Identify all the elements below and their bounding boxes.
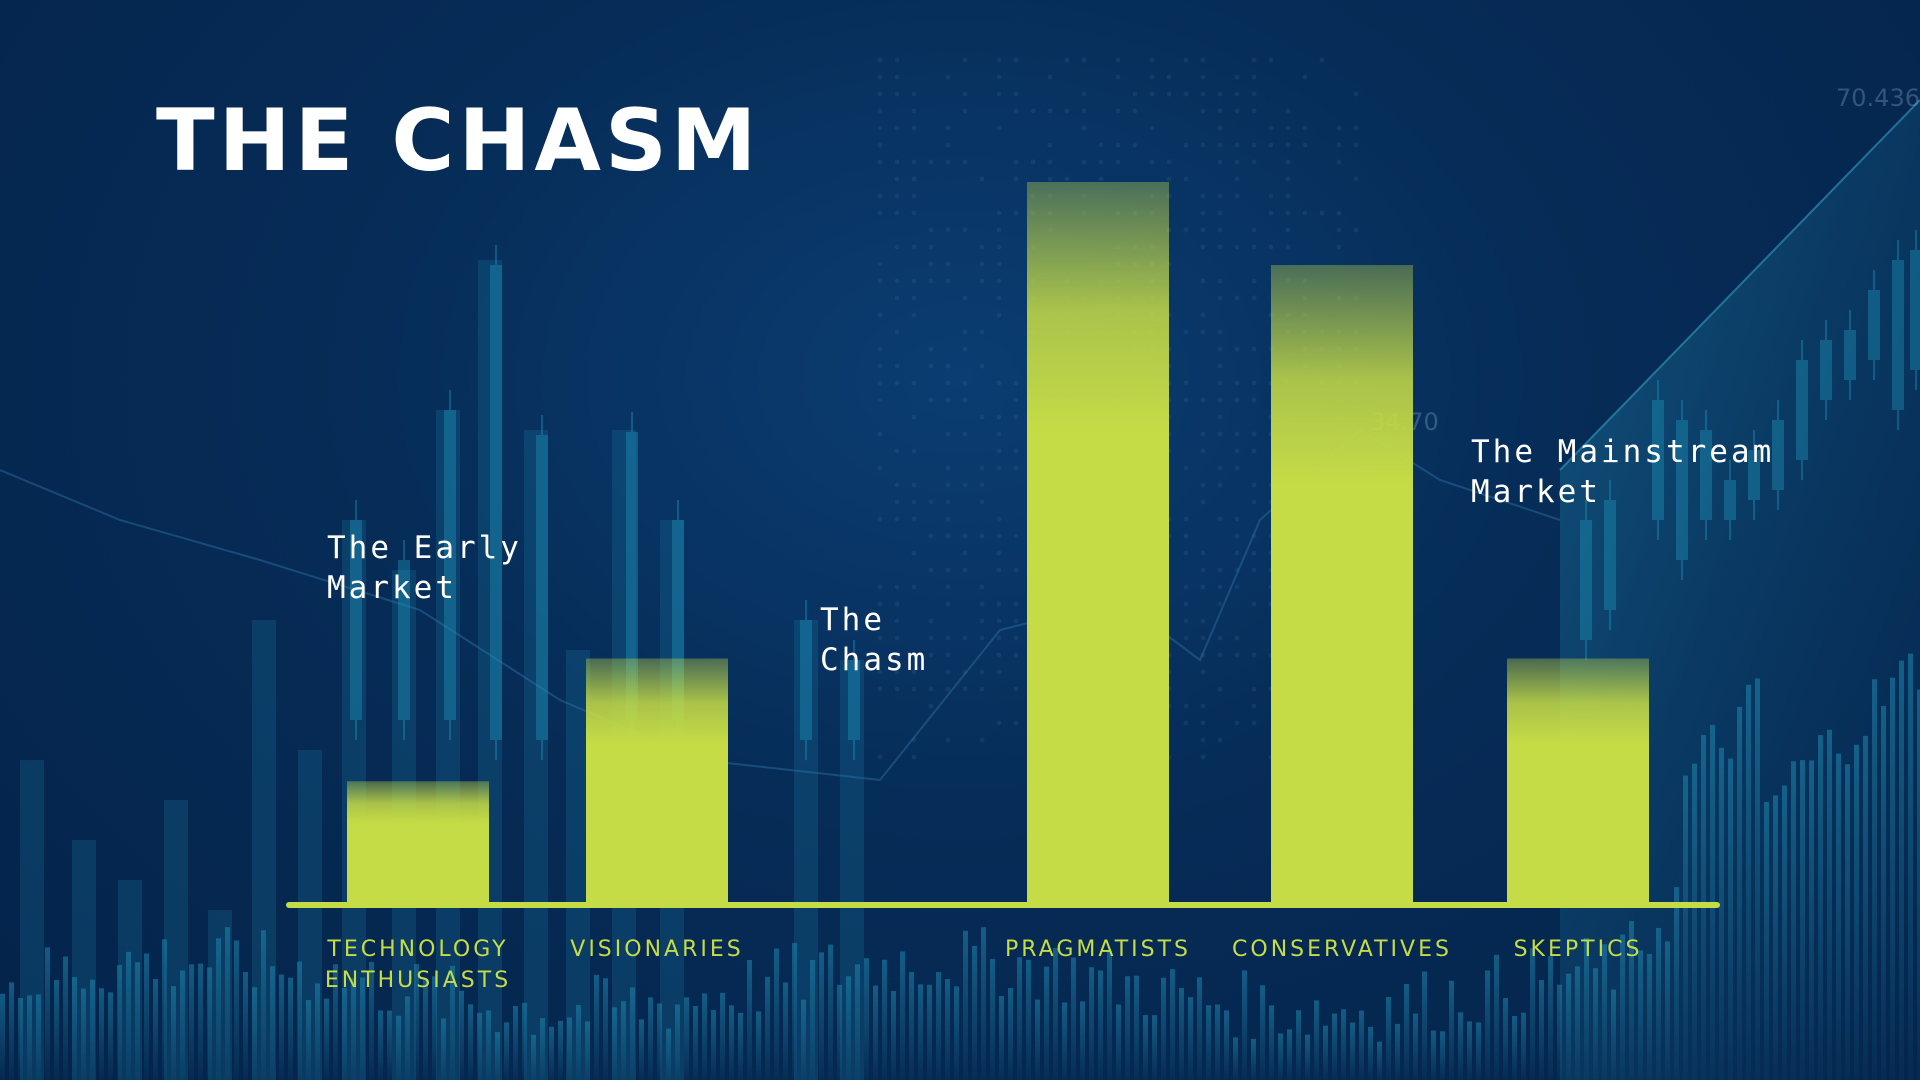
annotation-mainstream-market: The Mainstream Market xyxy=(1471,434,1775,510)
bar-5 xyxy=(1271,265,1413,904)
background-volume-bars xyxy=(0,653,1920,1080)
category-label-2: VISIONARIES xyxy=(570,937,743,962)
x-axis-baseline xyxy=(286,902,1720,908)
bar-1 xyxy=(347,781,489,904)
ticker-value-top: 70.436 xyxy=(1836,84,1920,112)
background-volume-bars-tall xyxy=(20,260,864,1080)
category-label-4: PRAGMATISTS xyxy=(1005,937,1191,962)
category-label-6: SKEPTICS xyxy=(1514,937,1643,962)
annotation-early-market: The Early Market xyxy=(327,530,522,606)
bar-2 xyxy=(586,658,728,904)
bar-4 xyxy=(1027,182,1169,904)
annotation-the-chasm: The Chasm xyxy=(820,602,929,678)
category-label-5: CONSERVATIVES xyxy=(1232,937,1452,962)
category-label-1: TECHNOLOGY ENTHUSIASTS xyxy=(325,937,511,993)
bar-6 xyxy=(1507,658,1649,904)
page-title: THE CHASM xyxy=(156,91,761,191)
